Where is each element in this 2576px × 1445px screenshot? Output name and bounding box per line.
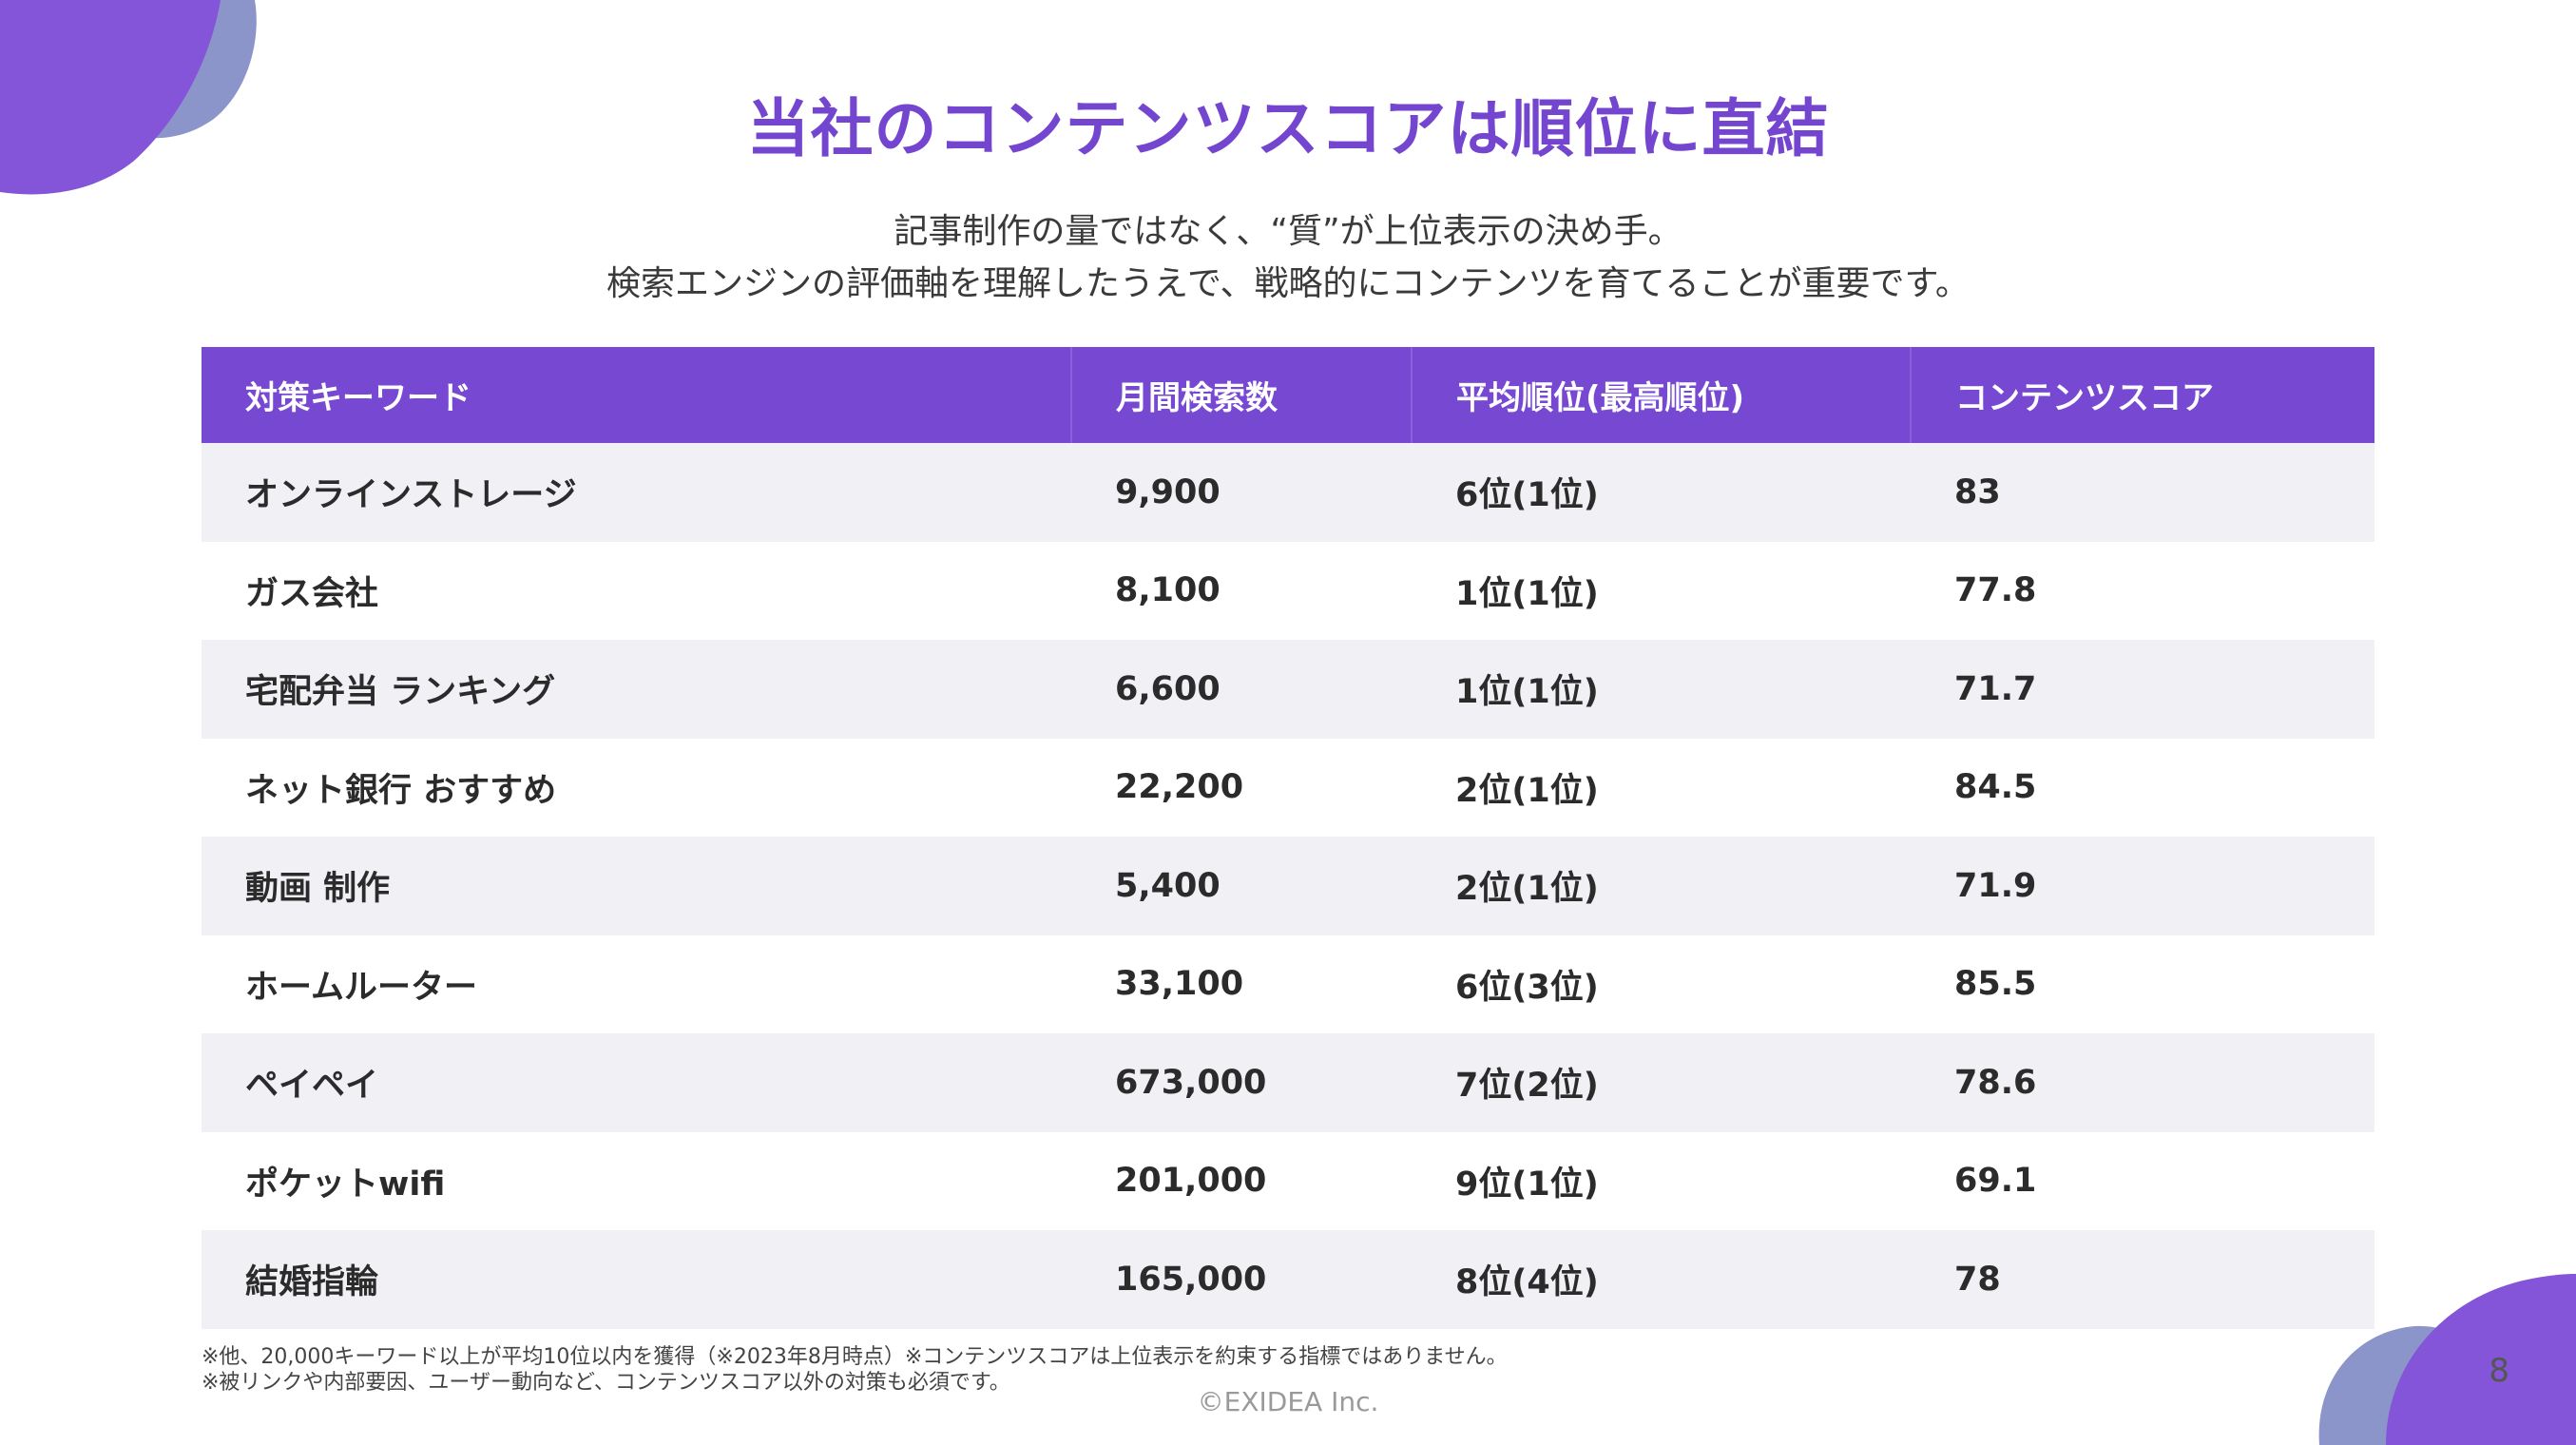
table-row: ペイペイ 673,000 7位(2位) 78.6 [202, 1033, 2374, 1132]
cell-monthly-searches: 22,200 [1071, 738, 1412, 837]
table-row: ポケットwifi 201,000 9位(1位) 69.1 [202, 1131, 2374, 1230]
slide-title: 当社のコンテンツスコアは順位に直結 [746, 92, 1830, 165]
table-header-row: 対策キーワード 月間検索数 平均順位(最高順位) コンテンツスコア [202, 347, 2374, 443]
cell-content-score: 85.5 [1911, 934, 2374, 1033]
cell-monthly-searches: 5,400 [1071, 837, 1412, 935]
cell-content-score: 78.6 [1911, 1033, 2374, 1132]
cell-keyword: オンラインストレージ [202, 443, 1071, 542]
footnote-2: ※被リンクや内部要因、ユーザー動向など、コンテンツスコア以外の対策も必須です。 [202, 1371, 1010, 1395]
header-monthly-searches: 月間検索数 [1070, 347, 1412, 443]
table-row: ホームルーター 33,100 6位(3位) 85.5 [202, 934, 2374, 1033]
table-row: ガス会社 8,100 1位(1位) 77.8 [202, 541, 2374, 640]
footnotes: ※他、20,000キーワード以上が平均10位以内を獲得（※2023年8月時点）※… [202, 1344, 1508, 1396]
table-row: 宅配弁当 ランキング 6,600 1位(1位) 71.7 [202, 640, 2374, 739]
subtitle-line-1: 記事制作の量ではなく、“質”が上位表示の決め手。 [894, 212, 1682, 251]
table-row: 結婚指輪 165,000 8位(4位) 78 [202, 1230, 2374, 1329]
cell-content-score: 84.5 [1911, 738, 2374, 837]
cell-average-rank: 6位(3位) [1412, 934, 1911, 1033]
cell-content-score: 69.1 [1911, 1131, 2374, 1230]
subtitle: 記事制作の量ではなく、“質”が上位表示の決め手。 検索エンジンの評価軸を理解した… [0, 205, 2576, 310]
cell-average-rank: 2位(1位) [1412, 738, 1911, 837]
decorative-blob-top-left [0, 0, 257, 195]
cell-monthly-searches: 165,000 [1071, 1230, 1412, 1329]
cell-monthly-searches: 6,600 [1071, 640, 1412, 739]
cell-average-rank: 8位(4位) [1412, 1230, 1911, 1329]
cell-monthly-searches: 8,100 [1071, 541, 1412, 640]
table-row: ネット銀行 おすすめ 22,200 2位(1位) 84.5 [202, 738, 2374, 837]
cell-monthly-searches: 9,900 [1071, 443, 1412, 542]
cell-average-rank: 6位(1位) [1412, 443, 1911, 542]
keyword-table: 対策キーワード 月間検索数 平均順位(最高順位) コンテンツスコア オンラインス… [202, 347, 2374, 1329]
cell-monthly-searches: 201,000 [1071, 1131, 1412, 1230]
cell-content-score: 83 [1911, 443, 2374, 542]
cell-content-score: 71.9 [1911, 837, 2374, 935]
cell-keyword: ホームルーター [202, 934, 1071, 1033]
cell-keyword: 宅配弁当 ランキング [202, 640, 1071, 739]
cell-keyword: 結婚指輪 [202, 1230, 1071, 1329]
cell-average-rank: 7位(2位) [1412, 1033, 1911, 1132]
header-average-rank: 平均順位(最高順位) [1411, 347, 1911, 443]
table-row: オンラインストレージ 9,900 6位(1位) 83 [202, 443, 2374, 542]
cell-content-score: 77.8 [1911, 541, 2374, 640]
header-content-score: コンテンツスコア [1910, 347, 2374, 443]
cell-keyword: ポケットwifi [202, 1131, 1071, 1230]
cell-average-rank: 1位(1位) [1412, 640, 1911, 739]
cell-monthly-searches: 33,100 [1071, 934, 1412, 1033]
page-number: 8 [2489, 1352, 2509, 1390]
cell-keyword: 動画 制作 [202, 837, 1071, 935]
cell-keyword: ガス会社 [202, 541, 1071, 640]
cell-average-rank: 2位(1位) [1412, 837, 1911, 935]
cell-keyword: ネット銀行 おすすめ [202, 738, 1071, 837]
subtitle-line-2: 検索エンジンの評価軸を理解したうえで、戦略的にコンテンツを育てることが重要です。 [606, 264, 1970, 303]
cell-monthly-searches: 673,000 [1071, 1033, 1412, 1132]
cell-keyword: ペイペイ [202, 1033, 1071, 1132]
decorative-blob-bottom-right [2318, 1274, 2576, 1445]
footnote-1: ※他、20,000キーワード以上が平均10位以内を獲得（※2023年8月時点）※… [202, 1345, 1508, 1369]
table-row: 動画 制作 5,400 2位(1位) 71.9 [202, 837, 2374, 935]
cell-content-score: 71.7 [1911, 640, 2374, 739]
cell-content-score: 78 [1911, 1230, 2374, 1329]
cell-average-rank: 9位(1位) [1412, 1131, 1911, 1230]
cell-average-rank: 1位(1位) [1412, 541, 1911, 640]
copyright: ©EXIDEA Inc. [1197, 1386, 1379, 1417]
header-keyword: 対策キーワード [202, 347, 1071, 443]
